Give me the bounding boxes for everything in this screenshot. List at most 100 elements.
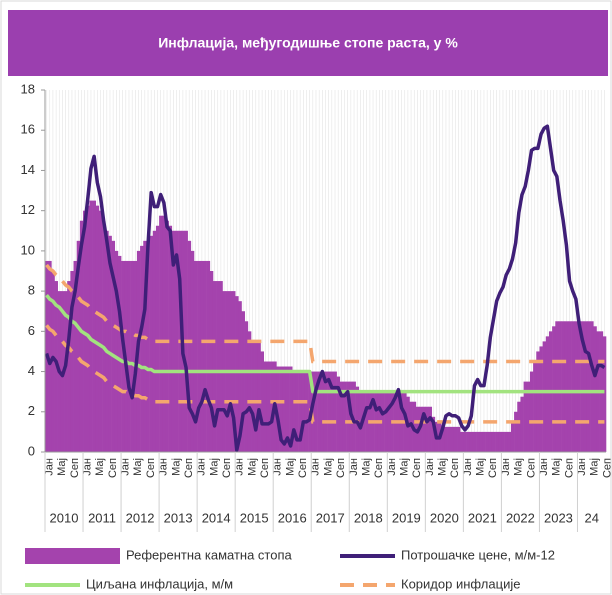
- x-tick-label: Сеп: [183, 458, 195, 478]
- bar: [130, 260, 135, 452]
- x-tick-label: Јан: [576, 458, 588, 476]
- x-tick-label: Мај: [589, 458, 601, 476]
- year-label: 2022: [506, 510, 535, 525]
- bar: [469, 431, 474, 452]
- bar: [67, 281, 71, 452]
- bar: [498, 431, 502, 452]
- bar: [279, 366, 284, 452]
- y-tick-label: 10: [21, 242, 35, 257]
- title-bar: [8, 10, 608, 76]
- bar: [577, 321, 581, 452]
- bar: [171, 230, 176, 452]
- bar: [583, 321, 588, 452]
- bar: [209, 271, 214, 452]
- x-tick-label: Мај: [475, 458, 487, 476]
- bar: [545, 336, 550, 452]
- bar: [520, 396, 524, 452]
- x-tick-label: Јан: [196, 458, 208, 476]
- y-tick-label: 2: [28, 403, 35, 418]
- bar: [491, 431, 496, 452]
- bar: [289, 366, 293, 452]
- x-tick-label: Сеп: [601, 458, 612, 478]
- bar: [260, 351, 264, 452]
- bar: [320, 371, 325, 452]
- bar: [561, 321, 566, 452]
- bar: [92, 200, 97, 452]
- bar: [95, 205, 100, 452]
- legend-label: Потрошачке цене, м/м-12: [401, 547, 555, 562]
- bar: [86, 205, 90, 452]
- bar: [190, 250, 195, 452]
- x-tick-label: Сеп: [487, 458, 499, 478]
- bar: [155, 225, 160, 452]
- year-label: 2015: [240, 510, 269, 525]
- bar: [263, 361, 268, 452]
- bar: [102, 220, 106, 452]
- x-tick-label: Јан: [82, 458, 94, 476]
- bar: [590, 321, 594, 452]
- bar: [444, 426, 448, 452]
- x-tick-label: Сеп: [69, 458, 81, 478]
- chart-title: Инфлација, међугодишње стопе раста, у %: [158, 35, 458, 51]
- bar: [276, 366, 280, 452]
- x-tick-label: Мај: [513, 458, 525, 476]
- bar: [292, 371, 296, 452]
- line: [44, 124, 606, 452]
- bar: [282, 366, 287, 452]
- x-tick-label: Сеп: [449, 458, 461, 478]
- bar: [380, 391, 385, 452]
- x-tick-label: Јан: [500, 458, 512, 476]
- bar: [314, 371, 318, 452]
- bar: [98, 210, 103, 452]
- bar: [212, 281, 217, 452]
- y-tick-label: 12: [21, 202, 35, 217]
- legend-label: Коридор инфлације: [401, 576, 520, 591]
- bar: [327, 371, 331, 452]
- x-tick-label: Јан: [234, 458, 246, 476]
- x-tick-label: Мај: [94, 458, 106, 476]
- bar: [197, 260, 201, 452]
- bar: [165, 220, 169, 452]
- bar: [285, 366, 290, 452]
- bar: [149, 235, 154, 452]
- bar: [216, 281, 220, 452]
- x-tick-label: Јан: [462, 458, 474, 476]
- x-tick-label: Мај: [360, 458, 372, 476]
- bar: [552, 326, 556, 452]
- bar: [152, 230, 157, 452]
- year-label: 2010: [50, 510, 79, 525]
- y-tick-label: 6: [28, 323, 35, 338]
- bar: [510, 421, 515, 452]
- bar: [168, 225, 173, 452]
- bar: [206, 260, 211, 452]
- bar: [384, 391, 388, 452]
- bar: [342, 381, 347, 452]
- x-tick-label: Јан: [386, 458, 398, 476]
- bar: [463, 431, 467, 452]
- bar: [193, 260, 198, 452]
- bar: [244, 321, 249, 452]
- bar: [140, 245, 144, 452]
- bar: [526, 381, 531, 452]
- bar: [453, 426, 458, 452]
- x-tick-label: Мај: [551, 458, 563, 476]
- bar: [187, 240, 192, 452]
- bar: [422, 406, 426, 452]
- bar: [495, 431, 499, 452]
- bar: [89, 200, 93, 452]
- year-label: 2012: [126, 510, 155, 525]
- bar: [295, 371, 299, 452]
- bar: [501, 431, 505, 452]
- x-tick-label: Сеп: [259, 458, 271, 478]
- bar: [346, 381, 350, 452]
- x-tick-label: Мај: [56, 458, 68, 476]
- bar: [523, 381, 528, 452]
- bar: [441, 426, 445, 452]
- x-tick-label: Јан: [43, 458, 55, 476]
- bar: [476, 431, 480, 452]
- bar: [330, 371, 334, 452]
- bar: [419, 406, 423, 452]
- bar: [301, 371, 306, 452]
- bar: [539, 346, 543, 452]
